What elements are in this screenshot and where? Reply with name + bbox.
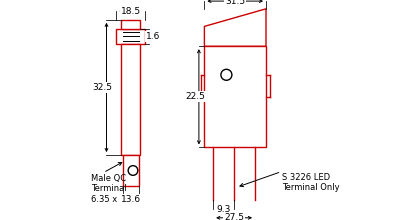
Polygon shape: [204, 9, 266, 46]
Text: 18.5: 18.5: [121, 7, 141, 15]
Bar: [204, 46, 266, 147]
Text: 1.6: 1.6: [146, 32, 160, 41]
Text: 31.5: 31.5: [225, 0, 245, 6]
Circle shape: [128, 166, 138, 175]
Bar: [122, 155, 139, 186]
Text: 27.5: 27.5: [224, 213, 244, 220]
Text: 13.6: 13.6: [121, 195, 141, 204]
Text: Male QC
Terminal
6.35 x 0.8: Male QC Terminal 6.35 x 0.8: [91, 174, 133, 204]
Circle shape: [221, 69, 232, 80]
Text: 9.3: 9.3: [216, 205, 231, 214]
Bar: [122, 44, 140, 155]
Bar: [116, 29, 145, 44]
Bar: [122, 20, 140, 29]
Text: 32.5: 32.5: [92, 83, 112, 92]
Text: S 3226 LED
Terminal Only: S 3226 LED Terminal Only: [282, 173, 340, 192]
Text: 22.5: 22.5: [185, 92, 205, 101]
